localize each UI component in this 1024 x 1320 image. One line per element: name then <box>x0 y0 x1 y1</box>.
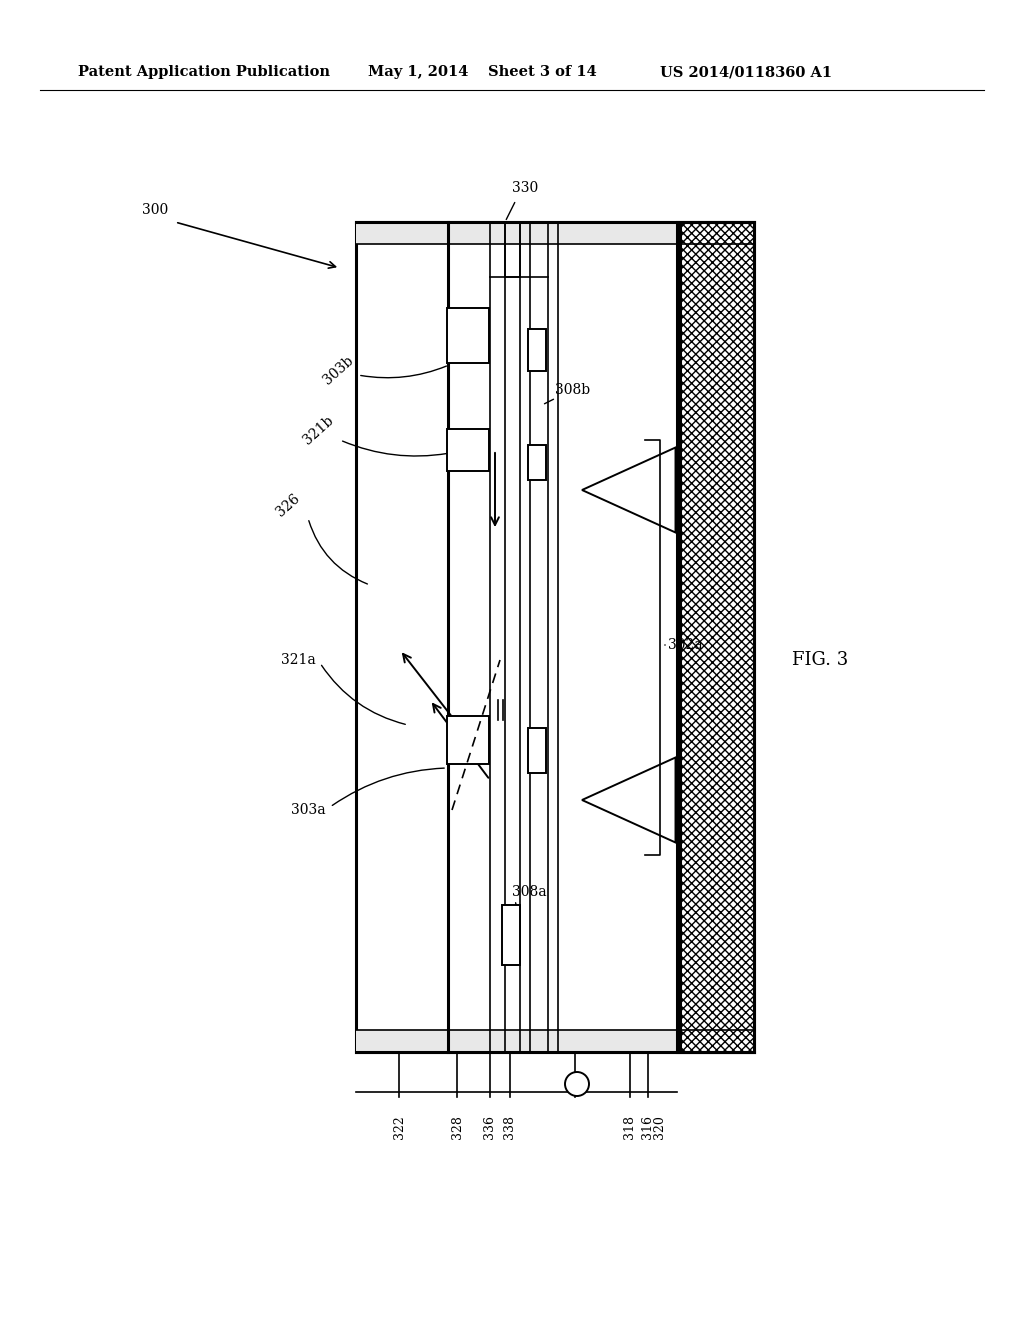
Text: 303b: 303b <box>321 352 355 387</box>
Text: FIG. 3: FIG. 3 <box>792 651 848 669</box>
Bar <box>356 1030 754 1052</box>
Bar <box>502 906 520 965</box>
Text: May 1, 2014: May 1, 2014 <box>368 65 468 79</box>
Bar <box>447 308 489 363</box>
Text: 320: 320 <box>653 1115 667 1139</box>
Text: 302a: 302a <box>668 638 702 652</box>
Text: 308a: 308a <box>512 884 547 899</box>
Circle shape <box>565 1072 589 1096</box>
Text: 308b: 308b <box>555 383 590 397</box>
Bar <box>356 222 754 244</box>
Polygon shape <box>582 758 676 842</box>
Text: 303a: 303a <box>291 803 326 817</box>
Bar <box>528 445 546 479</box>
Polygon shape <box>582 447 676 532</box>
Text: 321a: 321a <box>281 653 315 667</box>
Text: 328: 328 <box>451 1115 464 1139</box>
Text: 321b: 321b <box>300 413 336 447</box>
Text: Sheet 3 of 14: Sheet 3 of 14 <box>488 65 597 79</box>
Bar <box>447 715 489 764</box>
Bar <box>447 429 489 471</box>
Text: 330: 330 <box>512 181 539 195</box>
Text: US 2014/0118360 A1: US 2014/0118360 A1 <box>660 65 833 79</box>
Text: 338: 338 <box>504 1115 516 1139</box>
Bar <box>356 222 754 1052</box>
Bar <box>680 222 754 1052</box>
Text: 322: 322 <box>392 1115 406 1139</box>
Text: 318: 318 <box>624 1115 637 1139</box>
Text: 326: 326 <box>273 491 302 519</box>
Text: 300: 300 <box>142 203 168 216</box>
Text: 316: 316 <box>641 1115 654 1139</box>
Bar <box>528 329 546 371</box>
Text: 336: 336 <box>483 1115 497 1139</box>
Bar <box>528 727 546 772</box>
Text: Patent Application Publication: Patent Application Publication <box>78 65 330 79</box>
